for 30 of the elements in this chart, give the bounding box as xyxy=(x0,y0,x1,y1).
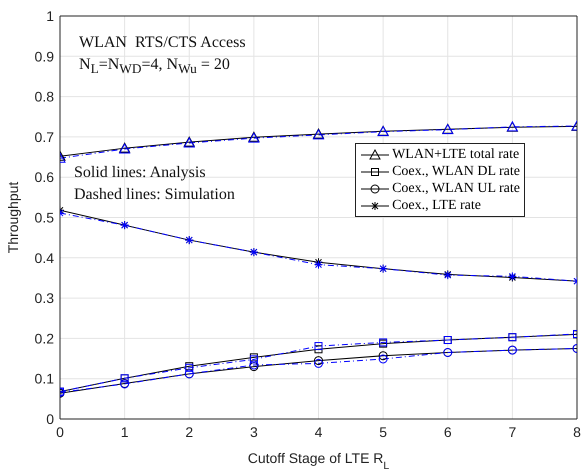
annotation: Dashed lines: Simulation xyxy=(74,186,235,203)
legend-label: Coex., WLAN DL rate xyxy=(392,164,520,180)
y-tick-label: 0.7 xyxy=(34,128,54,145)
x-tick-label: 1 xyxy=(120,424,129,440)
annotation: WLAN RTS/CTS Access xyxy=(79,34,246,51)
y-tick-label: 0.5 xyxy=(34,209,54,226)
y-tick-label: 0.3 xyxy=(34,290,54,306)
x-tick-label: 2 xyxy=(185,424,194,440)
x-tick-label: 4 xyxy=(314,424,323,440)
y-tick-label: 0.4 xyxy=(34,250,54,266)
y-tick-label: 0.2 xyxy=(34,330,54,346)
annotation: Solid lines: Analysis xyxy=(74,164,206,181)
y-tick-label: 1 xyxy=(46,8,54,24)
x-tick-label: 5 xyxy=(379,424,388,440)
y-tick-label: 0.9 xyxy=(34,48,54,64)
x-tick-label: 6 xyxy=(444,424,452,440)
x-tick-label: 8 xyxy=(573,424,582,440)
y-axis-title: Throughput xyxy=(5,182,21,254)
x-tick-label: 3 xyxy=(250,424,258,440)
y-tick-label: 0 xyxy=(46,410,54,427)
y-tick-label: 0.6 xyxy=(34,169,54,186)
legend-label: WLAN+LTE total rate xyxy=(392,146,520,162)
legend-label: Coex., LTE rate xyxy=(392,198,481,214)
y-tick-label: 0.8 xyxy=(34,88,54,105)
y-tick-label: 0.1 xyxy=(34,370,54,387)
x-tick-label: 0 xyxy=(56,424,64,440)
x-tick-label: 7 xyxy=(508,424,516,440)
legend-label: Coex., WLAN UL rate xyxy=(392,180,520,196)
x-axis-title: Cutoff Stage of LTE R$_{L}$ xyxy=(248,450,390,471)
annotation: N$_{L}$=N$_{WD}$=4, N$_{Wu}$ = 20 xyxy=(79,56,230,76)
